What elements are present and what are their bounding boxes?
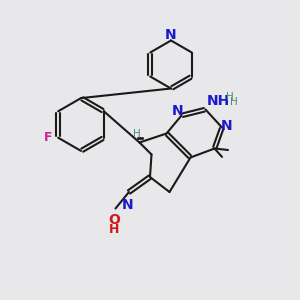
Text: H: H	[226, 92, 234, 102]
Text: N: N	[172, 104, 184, 118]
Text: NH: NH	[206, 94, 230, 108]
Text: H: H	[230, 97, 238, 107]
Text: F: F	[44, 131, 53, 144]
Text: H: H	[133, 129, 141, 139]
Text: N: N	[122, 198, 133, 212]
Text: N: N	[165, 28, 177, 42]
Text: H: H	[109, 223, 119, 236]
Text: N: N	[220, 119, 232, 133]
Text: O: O	[108, 213, 120, 227]
